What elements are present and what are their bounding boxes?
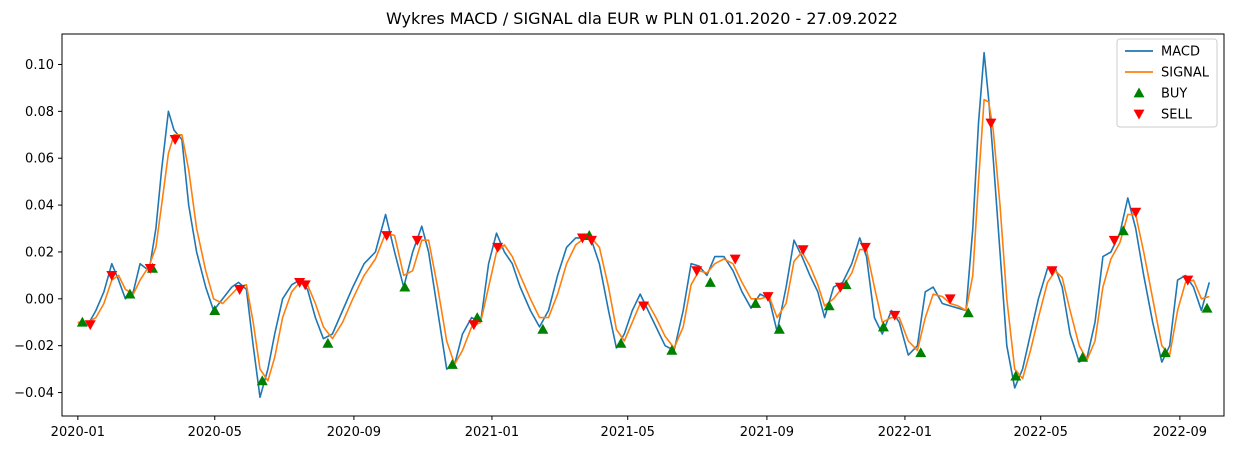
buy-marker: [962, 307, 974, 318]
buy-marker: [773, 323, 785, 334]
y-tick-label: 0.10: [25, 58, 54, 73]
buy-marker: [823, 300, 835, 311]
buy-marker: [124, 288, 136, 299]
buy-marker: [915, 347, 927, 358]
sell-marker: [169, 135, 181, 145]
sell-marker: [638, 301, 650, 312]
x-tick-label: 2021-09: [740, 425, 794, 440]
plot-frame: [61, 33, 1225, 417]
sell-marker: [299, 280, 311, 291]
sell-marker: [691, 266, 703, 277]
y-tick-label: 0.08: [25, 105, 54, 120]
sell-marker: [468, 320, 480, 331]
legend-label-sell: SELL: [1161, 108, 1193, 123]
x-tick-label: 2022-05: [1014, 425, 1068, 440]
buy-marker: [877, 321, 889, 332]
sell-marker: [381, 231, 393, 242]
buy-marker: [256, 375, 268, 386]
y-tick-label: 0.06: [25, 152, 54, 167]
sell-marker: [576, 233, 588, 244]
sell-marker: [84, 320, 96, 331]
legend-label-signal: SIGNAL: [1161, 66, 1210, 81]
legend-marker-sell: [1133, 109, 1145, 120]
x-tick-label: 2022-09: [1153, 425, 1207, 440]
buy-marker: [446, 358, 458, 369]
x-tick-label: 2021-05: [601, 425, 655, 440]
buy-marker: [209, 305, 221, 315]
y-tick-label: 0.04: [25, 199, 54, 214]
legend-label-buy: BUY: [1161, 87, 1187, 102]
signal-markers: [76, 118, 1213, 386]
sell-marker: [889, 310, 901, 321]
buy-marker: [322, 337, 334, 348]
x-tick-label: 2020-01: [51, 425, 105, 440]
series-line-signal: [77, 98, 1210, 382]
legend-marker-buy: [1133, 87, 1145, 98]
buy-marker: [704, 276, 716, 287]
buy-marker: [471, 312, 483, 322]
sell-marker: [586, 235, 598, 246]
buy-marker: [537, 323, 549, 334]
sell-marker: [1108, 235, 1120, 246]
sell-marker: [944, 294, 956, 305]
sell-marker: [797, 245, 809, 256]
buy-marker: [399, 281, 411, 292]
legend-box: [1116, 38, 1218, 128]
buy-marker: [1201, 302, 1213, 313]
legend: MACD SIGNAL BUY SELL: [1116, 38, 1218, 128]
y-tick-label: 0.00: [25, 292, 54, 307]
chart-title: Wykres MACD / SIGNAL dla EUR w PLN 01.01…: [386, 9, 898, 28]
sell-marker: [106, 270, 118, 281]
buy-marker: [76, 316, 88, 327]
legend-label-macd: MACD: [1161, 45, 1200, 60]
buy-marker: [1159, 347, 1171, 358]
sell-marker: [985, 118, 997, 129]
sell-marker: [492, 242, 504, 253]
axis-ticks: 2020-01 2020-05 2020-09 2021-01 2021-05 2021-…: [14, 58, 1207, 440]
sell-marker: [411, 235, 423, 246]
sell-marker: [1130, 207, 1142, 218]
sell-marker: [1046, 266, 1058, 277]
y-tick-label: −0.04: [14, 386, 54, 401]
sell-marker: [1182, 275, 1194, 286]
x-tick-label: 2021-01: [465, 425, 519, 440]
sell-marker: [859, 242, 871, 253]
y-tick-label: 0.02: [25, 245, 54, 260]
buy-marker: [615, 337, 627, 348]
sell-marker: [762, 292, 774, 302]
sell-marker: [234, 285, 246, 295]
buy-marker: [1117, 225, 1129, 236]
y-tick-label: −0.02: [14, 339, 54, 354]
series-lines: [77, 51, 1211, 399]
buy-marker: [1010, 370, 1022, 381]
sell-marker: [144, 263, 156, 274]
sell-marker: [729, 254, 741, 265]
series-line-macd: [77, 51, 1211, 399]
buy-marker: [666, 344, 678, 355]
x-tick-label: 2022-01: [878, 425, 932, 440]
buy-marker: [1077, 351, 1089, 362]
buy-marker: [750, 298, 762, 308]
sell-marker: [834, 282, 846, 293]
x-tick-label: 2020-09: [327, 425, 381, 440]
x-tick-label: 2020-05: [188, 425, 242, 440]
